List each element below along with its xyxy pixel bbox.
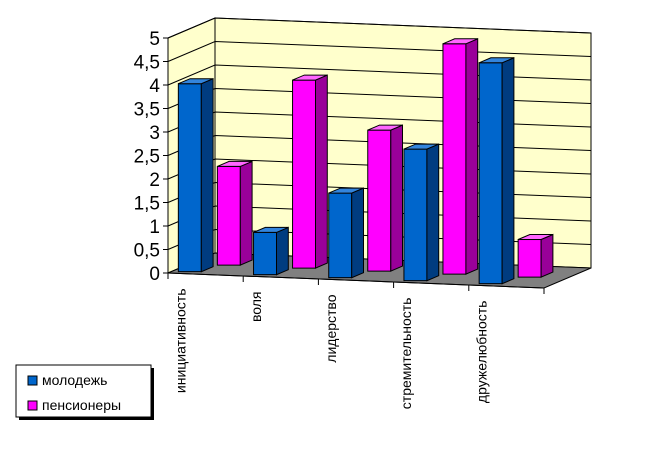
axes [163,37,545,294]
y-tick-label: 5 [149,29,160,50]
bar-side [501,57,515,285]
bar-top [292,74,328,81]
y-tick-label: 3,5 [134,100,160,121]
bar-front [253,231,278,276]
bar-side [351,187,364,279]
bar-front [216,165,241,266]
bar-side [540,233,554,278]
y-tick-label: 0 [149,264,160,285]
bar [177,77,214,273]
bar [478,57,515,285]
bar [253,226,289,276]
x-category-label: воля [248,292,264,323]
bar [403,143,440,282]
bar [328,187,364,279]
bars [177,38,554,285]
bar [216,160,253,266]
bar-top [178,78,214,85]
bar-top [367,124,403,131]
y-tick-label: 2,5 [134,147,160,168]
y-tick-label: 1,5 [134,194,160,215]
bar-top [253,226,289,233]
bar-top [328,187,364,194]
bar-top [442,38,478,45]
bar-top [478,57,515,64]
bar [517,233,554,278]
bar-side [390,124,403,272]
bar-side [426,143,440,282]
bar-front [328,192,353,279]
bar [442,38,479,275]
bar-front [292,79,317,269]
x-category-label: инициативность [173,289,189,394]
x-category-label: лидерство [323,294,339,362]
y-tick-label: 1 [149,217,160,238]
y-tick-label: 4 [149,76,160,97]
gridline [167,17,592,39]
y-tick-label: 3 [149,123,160,144]
y-tick-label: 2 [149,170,160,191]
y-tick-label: 0,5 [134,241,160,262]
legend-swatch [27,400,38,411]
bar-top [517,234,554,240]
bar-front [517,239,542,278]
bar [292,74,328,269]
bar-side [239,160,253,266]
legend-swatch [27,375,38,386]
legend: молодежь пенсионеры [15,364,154,420]
y-axis-tick-labels: 00,5 11,5 22,5 33,5 44,5 5 [134,29,161,285]
bar-front [367,129,392,272]
bar-side [315,74,328,269]
bar-front [478,62,503,285]
bar-front [177,83,202,273]
bar-front [442,43,467,275]
bar-side [200,77,214,273]
bar-front [403,148,428,282]
bar-top [403,143,439,150]
y-tick-label: 4,5 [134,53,160,74]
x-axis-category-labels: инициативность воля лидерство стремительнос… [173,289,490,410]
bar-top [217,160,253,167]
legend-label: молодежь [42,372,107,388]
x-category-label: дружелюбность [473,301,489,404]
x-category-label: стремительность [398,298,414,410]
legend-box [15,364,152,418]
bar-side [276,226,289,276]
legend-label: пенсионеры [42,397,121,413]
x-axis-line [167,272,545,289]
bar-side [465,38,479,275]
bar [367,124,403,272]
